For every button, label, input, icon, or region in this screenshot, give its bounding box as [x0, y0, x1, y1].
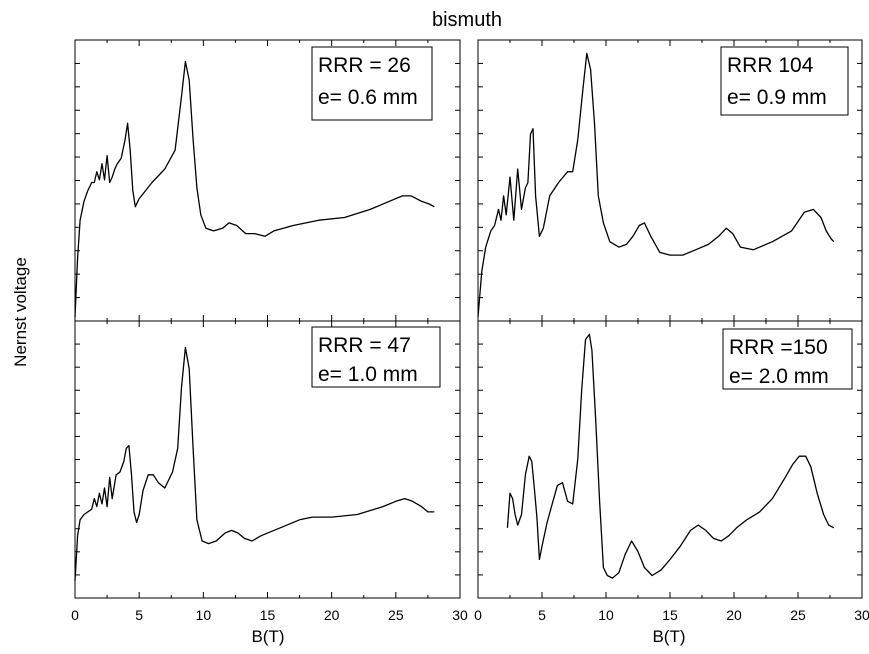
x-tick-label: 10 [196, 607, 212, 623]
chart-title: bismuth [432, 9, 502, 31]
panel-bottom-left: 0 5 10 15 20 25 30 RRR = 47 e= 1.0 mm [71, 320, 468, 623]
annotation-line: RRR =150 [729, 336, 828, 359]
annotation-box [720, 46, 849, 116]
series-line-top-left [74, 60, 435, 318]
x-tick-label: 20 [726, 607, 742, 623]
x-tick-label: 15 [260, 607, 276, 623]
x-tick-label: 30 [854, 607, 869, 623]
annotation-line: RRR = 47 [318, 334, 411, 357]
panel-top-left: RRR = 26 e= 0.6 mm [74, 39, 461, 322]
x-axis-label-left: B(T) [251, 627, 284, 646]
x-tick-label: 0 [474, 607, 482, 623]
panel-top-right: RRR 104 e= 0.9 mm [477, 39, 863, 322]
y-axis-label: Nernst voltage [11, 257, 30, 367]
panel-bottom-right: 0 5 10 15 20 25 30 RRR =150 e= 2.0 mm [474, 320, 869, 623]
annotation-line: RRR = 26 [318, 54, 411, 77]
annotation-line: RRR 104 [727, 54, 814, 77]
x-tick-label: 25 [790, 607, 806, 623]
series-line-top-right [477, 52, 835, 318]
x-tick-label: 5 [135, 607, 143, 623]
x-tick-label: 15 [662, 607, 678, 623]
annotation-box [311, 46, 433, 121]
chart-panels: RRR = 26 e= 0.6 mm RRR 104 e= 0.9 mm 0 5 10 15 2… [71, 39, 869, 623]
x-tick-label: 30 [452, 607, 468, 623]
series-line-bottom-left [74, 346, 435, 581]
annotation-line: e= 0.9 mm [727, 86, 827, 109]
x-tick-label: 0 [71, 607, 79, 623]
x-axis-label-right: B(T) [652, 627, 685, 646]
annotation-line: e= 2.0 mm [729, 365, 829, 388]
x-tick-label: 10 [598, 607, 614, 623]
annotation-line: e= 1.0 mm [318, 363, 418, 386]
annotation-box [722, 328, 853, 390]
x-tick-label: 25 [388, 607, 404, 623]
series-line-bottom-right [506, 333, 835, 579]
x-tick-label: 20 [324, 607, 340, 623]
x-tick-label: 5 [538, 607, 546, 623]
annotation-box [311, 326, 441, 388]
annotation-line: e= 0.6 mm [318, 86, 418, 109]
